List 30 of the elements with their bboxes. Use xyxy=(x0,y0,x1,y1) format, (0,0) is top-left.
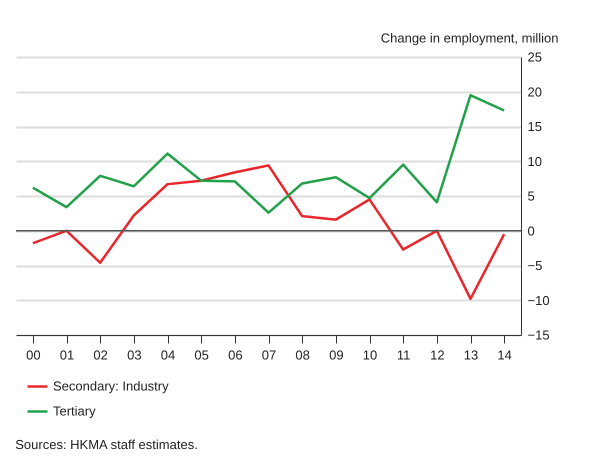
x-tick-label: 14 xyxy=(497,348,512,362)
x-tick-label: 11 xyxy=(396,348,410,362)
y-tick-label: −5 xyxy=(528,258,542,273)
legend-label: Secondary: Industry xyxy=(53,378,170,394)
x-tick-label: 10 xyxy=(362,348,378,362)
x-tick-label: 13 xyxy=(464,348,478,362)
x-tick-label: 12 xyxy=(430,348,445,362)
x-tick-label: 05 xyxy=(194,348,209,362)
x-tick-label: 01 xyxy=(60,348,74,362)
y-tick-label: 25 xyxy=(528,50,542,64)
x-tick-label: 07 xyxy=(262,348,276,362)
x-tick-label: 08 xyxy=(295,348,310,362)
x-tick-label: 09 xyxy=(329,348,344,362)
y-tick-label: 15 xyxy=(528,119,542,134)
x-tick-label: 04 xyxy=(160,348,176,362)
y-tick-label: 0 xyxy=(528,223,535,238)
y-axis-title: Change in employment, million xyxy=(380,30,558,46)
y-tick-label: −10 xyxy=(528,292,550,308)
legend-label: Tertiary xyxy=(53,404,96,418)
x-tick-label: 00 xyxy=(26,348,41,362)
x-tick-label: 02 xyxy=(93,348,108,362)
line-series xyxy=(32,164,506,300)
x-tick-label: 03 xyxy=(127,348,142,362)
y-tick-label: 5 xyxy=(528,188,535,204)
x-tick-label: 06 xyxy=(228,348,243,362)
y-tick-label: 10 xyxy=(528,154,542,169)
y-tick-label: −15 xyxy=(528,328,550,342)
y-tick-label: 20 xyxy=(528,84,542,100)
source-note: Sources: HKMA staff estimates. xyxy=(15,437,198,452)
line-series xyxy=(32,94,506,214)
